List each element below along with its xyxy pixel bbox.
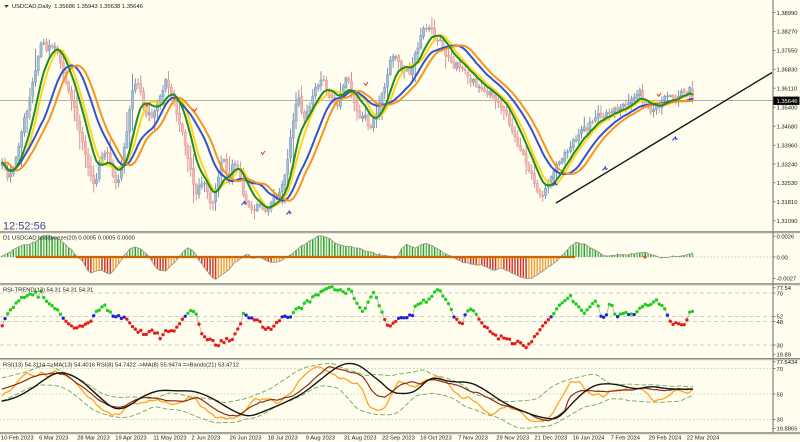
svg-text:USDCAD,Daily 1.35686 1.35943: USDCAD,Daily 1.35686 1.35943 1.35638 1.3… [12, 4, 143, 10]
svg-text:0.0026: 0.0026 [777, 235, 795, 241]
svg-text:19.89: 19.89 [777, 353, 792, 359]
svg-text:1.32530: 1.32530 [777, 181, 798, 187]
svg-text:D1 USDCAD bbsqueeze(20) 0.0005: D1 USDCAD bbsqueeze(20) 0.0005 0.0005 0.… [3, 236, 135, 242]
svg-text:11 May 2023: 11 May 2023 [153, 435, 186, 441]
svg-text:7 Nov 2023: 7 Nov 2023 [458, 435, 488, 441]
svg-text:19.8865: 19.8865 [777, 427, 798, 433]
svg-text:7 Feb 2024: 7 Feb 2024 [611, 435, 641, 441]
svg-text:16 Oct 2023: 16 Oct 2023 [420, 435, 452, 441]
svg-text:1.38270: 1.38270 [777, 30, 798, 36]
svg-text:77.5434: 77.5434 [777, 360, 799, 366]
svg-text:1.38990: 1.38990 [777, 11, 798, 17]
svg-text:RSI-TREND(13) 54.31 54.31 54.3: RSI-TREND(13) 54.31 54.31 54.31 [3, 288, 93, 294]
svg-text:77.54: 77.54 [777, 286, 792, 292]
svg-text:2 Jun 2023: 2 Jun 2023 [192, 435, 221, 441]
svg-text:1.35400: 1.35400 [777, 106, 798, 112]
svg-text:18 Jul 2023: 18 Jul 2023 [268, 435, 298, 441]
svg-text:10 Feb 2023: 10 Feb 2023 [1, 435, 34, 441]
svg-text:48: 48 [777, 320, 783, 326]
svg-text:1.34680: 1.34680 [777, 125, 798, 131]
svg-text:70: 70 [777, 367, 783, 373]
svg-text:22 Sep 2023: 22 Sep 2023 [382, 435, 415, 441]
svg-text:RSI(13) 54.3114 =>MA(13) 54.4: RSI(13) 54.3114 =>MA(13) 54.4016 RSI(8) … [3, 362, 239, 368]
svg-text:19 Apr 2023: 19 Apr 2023 [115, 435, 146, 441]
svg-text:1.36830: 1.36830 [777, 68, 798, 74]
svg-text:31 Aug 2023: 31 Aug 2023 [344, 435, 377, 441]
svg-text:1.33960: 1.33960 [777, 144, 798, 150]
svg-text:26 Jun 2023: 26 Jun 2023 [230, 435, 262, 441]
svg-text:12:52:56: 12:52:56 [3, 221, 46, 233]
svg-text:1.33240: 1.33240 [777, 162, 798, 168]
svg-text:1.35646: 1.35646 [777, 99, 798, 105]
svg-text:16 Jan 2024: 16 Jan 2024 [573, 435, 606, 441]
svg-text:28 Mar 2023: 28 Mar 2023 [77, 435, 110, 441]
svg-text:6 Mar 2023: 6 Mar 2023 [39, 435, 68, 441]
svg-text:50: 50 [777, 392, 783, 398]
svg-text:29 Feb 2024: 29 Feb 2024 [649, 435, 682, 441]
svg-text:0.00: 0.00 [777, 255, 788, 261]
svg-text:1.31090: 1.31090 [777, 219, 798, 225]
svg-text:30: 30 [777, 418, 783, 424]
svg-text:70: 70 [777, 291, 783, 297]
svg-text:52: 52 [777, 315, 783, 321]
svg-text:-0.0027: -0.0027 [777, 277, 797, 283]
svg-text:21 Dec 2023: 21 Dec 2023 [534, 435, 567, 441]
svg-text:1.36110: 1.36110 [777, 87, 798, 93]
svg-text:30: 30 [777, 343, 783, 349]
svg-text:9 Aug 2023: 9 Aug 2023 [306, 435, 335, 441]
svg-text:22 Mar 2024: 22 Mar 2024 [687, 435, 720, 441]
svg-text:29 Nov 2023: 29 Nov 2023 [496, 435, 529, 441]
svg-text:1.37550: 1.37550 [777, 49, 798, 55]
svg-text:1.31810: 1.31810 [777, 200, 798, 206]
